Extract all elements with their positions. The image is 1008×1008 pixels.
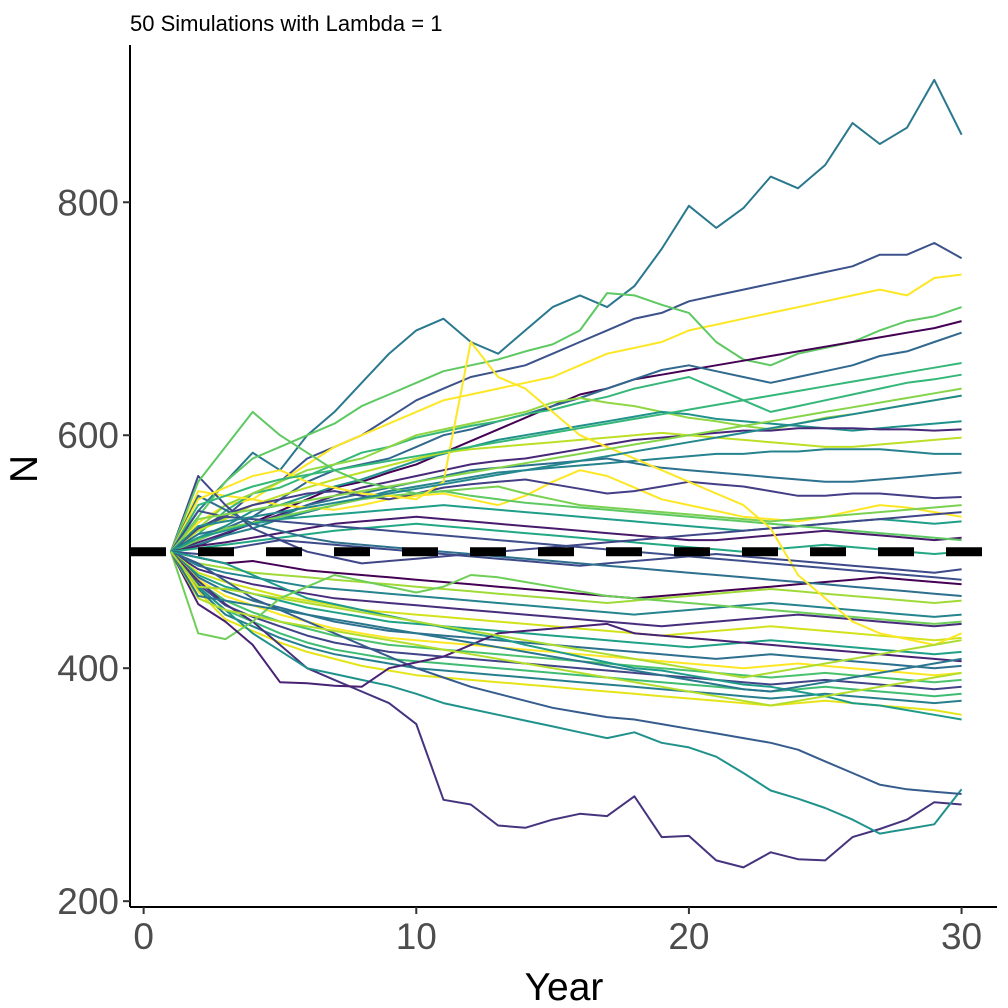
series-line-11 (170, 431, 962, 553)
series-layer (169, 78, 963, 869)
y-tick-label-400: 400 (57, 648, 119, 689)
x-tick-label-0: 0 (133, 916, 154, 957)
series-line-41 (170, 494, 962, 597)
series-line-44 (170, 509, 962, 581)
series-line-3 (170, 273, 962, 553)
series-line-49 (170, 551, 962, 693)
series-line-31 (170, 551, 962, 698)
series-line-24 (170, 550, 962, 628)
y-tick-label-800: 800 (57, 182, 119, 223)
series-line-30 (170, 551, 962, 691)
x-tick-label-10: 10 (396, 916, 437, 957)
chart-title: 50 Simulations with Lambda = 1 (130, 11, 442, 36)
series-line-22 (170, 550, 962, 604)
series-line-37 (170, 550, 962, 721)
series-line-18 (170, 515, 962, 553)
series-line-35 (170, 551, 963, 835)
series-line-2 (170, 242, 963, 553)
series-line-7 (170, 373, 962, 553)
series-line-12 (170, 448, 962, 553)
series-line-20 (170, 539, 962, 574)
series-line-33 (170, 551, 962, 716)
series-line-16 (170, 485, 962, 553)
series-line-40 (169, 410, 962, 553)
series-line-46 (170, 394, 962, 553)
series-line-21 (170, 550, 962, 600)
series-line-23 (170, 550, 962, 618)
series-line-26 (170, 550, 962, 656)
series-line-36 (170, 550, 962, 795)
x-tick-label-20: 20 (668, 916, 709, 957)
series-line-19 (170, 522, 962, 555)
series-line-43 (170, 362, 962, 553)
series-line-6 (170, 331, 962, 553)
series-line-47 (170, 551, 962, 688)
series-line-38 (169, 551, 962, 641)
series-line-1 (170, 78, 963, 553)
axes-layer: 0 10 20 30 200 400 600 800 (57, 45, 997, 957)
series-line-32 (170, 551, 962, 705)
series-line-29 (170, 551, 962, 684)
series-line-50 (170, 551, 962, 679)
series-line-42 (170, 341, 962, 646)
x-tick-label-30: 30 (941, 916, 982, 957)
y-tick-label-600: 600 (57, 415, 119, 456)
series-line-15 (170, 478, 962, 553)
y-tick-label-200: 200 (57, 881, 119, 922)
series-line-45 (170, 387, 962, 553)
series-line-48 (170, 551, 962, 707)
y-axis-title: N (3, 455, 46, 483)
x-axis-title: Year (525, 966, 604, 1008)
